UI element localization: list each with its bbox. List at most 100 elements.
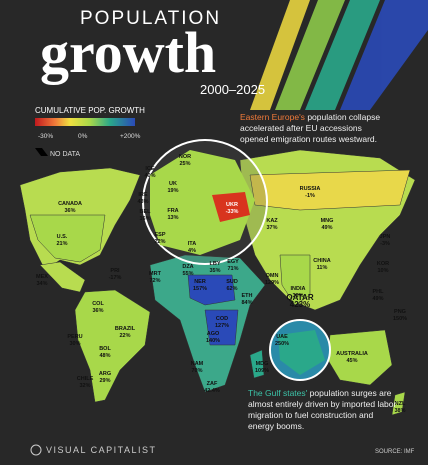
country-value: 29% [99,378,110,384]
country-value: 109% [255,368,269,374]
country-name: OMN [266,273,279,279]
country-value: 37% [266,225,277,231]
annotation-highlight: Eastern Europe's [240,112,305,122]
country-value: 22% [154,239,165,245]
country-name: LBY [210,261,221,267]
country-value: 62% [226,286,237,292]
country-name: UKR [226,202,238,208]
country-value: 127% [215,323,229,329]
country-name: BOL [99,346,111,352]
country-value: 21% [56,241,67,247]
country-value: 16% [139,216,150,222]
country-name: ESP [154,232,165,238]
country-name: ETH [242,293,253,299]
country-name: U.S. [57,234,68,240]
country-value: -17% [109,275,122,281]
annotation: Eastern Europe's population collapse acc… [240,112,390,145]
country-name: AUSTRALIA [336,351,368,357]
title: growth [40,20,216,85]
country-value: 32% [79,383,90,389]
annotation-highlight: The Gulf states' [248,388,308,398]
europe-land [150,150,255,255]
decor-stripes [250,0,428,110]
country-name: FRA [167,208,178,214]
country-name: ZAF [207,381,218,387]
legend-title: CUMULATIVE POP. GROWTH [35,106,145,115]
country-value: 4% [188,248,196,254]
country-name: QATAR [286,293,313,302]
country-value: 48% [99,353,110,359]
country-name: KAZ [266,218,278,224]
country-value: 45% [346,358,357,364]
country-value: 55% [182,271,193,277]
country-value: 140% [206,338,220,344]
period: 2000–2025 [200,82,265,97]
country-value: 42.4% [204,388,220,394]
country-name: IRE [138,192,148,198]
ukraine [212,192,250,222]
country-value: 129% [265,280,279,286]
country-value: 22% [119,333,130,339]
country-value: 84% [241,300,252,306]
country-name: MRT [149,271,162,277]
country-name: NOR [179,154,191,160]
country-name: ARG [99,371,111,377]
country-value: -33% [226,209,239,215]
country-value: 30% [69,341,80,347]
country-name: PNG [394,309,406,315]
country-name: ICE [145,166,155,172]
country-name: AGO [207,331,220,337]
country-name: NAM [191,361,204,367]
brand-logo [30,444,42,456]
kicker: POPULATION [80,8,221,29]
brand: VISUAL CAPITALIST [46,445,157,455]
country-value: -1% [305,193,315,199]
country-value: 38% [394,408,405,414]
country-name: UK [169,181,177,187]
country-value: 72% [149,278,160,284]
country-value: 13% [167,215,178,221]
legend-no-data: NO DATA [50,151,80,158]
country-value: 150% [393,316,407,322]
country-name: BRAZIL [115,326,136,332]
country-name: BEL [140,209,152,215]
gulf-land [278,330,325,375]
country-name: JPN [380,234,391,240]
legend-tick: -30% [38,133,53,140]
country-value: 36% [92,308,103,314]
source: SOURCE: IMF [375,449,415,455]
country-value: 49% [321,225,332,231]
country-name: CHINA [313,258,330,264]
country-name: PHL [373,289,385,295]
country-value: 49% [372,296,383,302]
country-value: 10% [377,268,388,274]
country-value: 157% [193,286,207,292]
country-value: 25% [179,161,190,167]
country-value: 36% [64,208,75,214]
legend-bar [35,118,135,126]
annotation-text: population surges are almost entirely dr… [248,388,397,431]
country-name: COD [216,316,228,322]
legend-tick: +200% [120,133,141,140]
country-name: NZL [395,401,406,407]
country-name: MNG [321,218,334,224]
annotation: The Gulf states' population surges are a… [248,388,398,432]
country-name: EGY [227,259,239,265]
country-value: 35% [209,268,220,274]
country-labels: CANADA36%U.S.21%MEX34%PRI-17%COL36%PERU3… [36,154,407,414]
country-name: SUD [226,279,238,285]
country-value: 40% [144,173,155,179]
country-name: INDIA [291,286,306,292]
country-name: KOR [377,261,389,267]
no-data-swatch [35,148,48,156]
country-name: PERU [67,334,82,340]
country-name: PRI [110,268,120,274]
country-value: 43% [137,199,148,205]
country-name: MEX [36,274,48,280]
legend-tick: 0% [78,133,88,140]
country-name: COL [92,301,104,307]
landmass [19,149,416,416]
country-name: DZA [182,264,193,270]
